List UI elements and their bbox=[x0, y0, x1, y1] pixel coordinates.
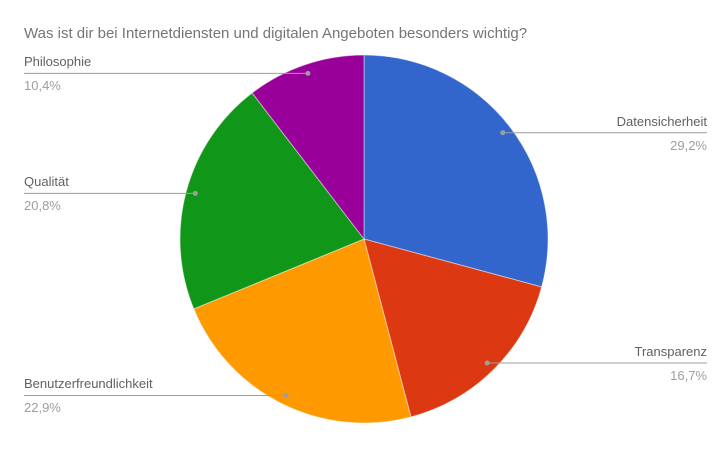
pie-slice-benutzerfreundlichkeit bbox=[193, 238, 412, 424]
slice-percent: 20,8% bbox=[24, 198, 61, 213]
chart-title: Was ist dir bei Internetdiensten und dig… bbox=[24, 25, 528, 42]
slice-percent: 16,7% bbox=[670, 368, 707, 383]
callout-philosophie: Philosophie 10,4% bbox=[24, 52, 91, 95]
slice-label: Datensicherheit bbox=[616, 114, 707, 129]
pie-slice-philosophie bbox=[251, 54, 365, 241]
slice-label: Qualität bbox=[24, 174, 69, 189]
slice-percent: 29,2% bbox=[670, 138, 707, 153]
leader-dot bbox=[192, 190, 198, 196]
slice-label: Benutzerfreundlichkeit bbox=[24, 376, 153, 391]
leader-dot bbox=[500, 130, 506, 136]
pie-slice-datensicherheit bbox=[363, 54, 549, 288]
slice-percent: 10,4% bbox=[24, 78, 61, 93]
leader-dot bbox=[283, 393, 289, 398]
callout-datensicherheit: Datensicherheit 29,2% bbox=[617, 112, 707, 155]
slice-label: Transparenz bbox=[634, 344, 708, 359]
leader-dot bbox=[305, 70, 311, 76]
callout-transparenz: Transparenz 16,7% bbox=[635, 342, 708, 385]
slice-label: Philosophie bbox=[24, 54, 92, 69]
slice-percent: 22,9% bbox=[24, 400, 61, 415]
callout-benutzerfreundlichkeit: Benutzerfreundlichkeit 22,9% bbox=[24, 374, 153, 417]
pie-slice-transparenz bbox=[363, 238, 543, 418]
callout-qualitaet: Qualität 20,8% bbox=[24, 172, 69, 215]
leader-dot bbox=[484, 360, 490, 366]
pie-slice-qualität bbox=[179, 92, 365, 310]
